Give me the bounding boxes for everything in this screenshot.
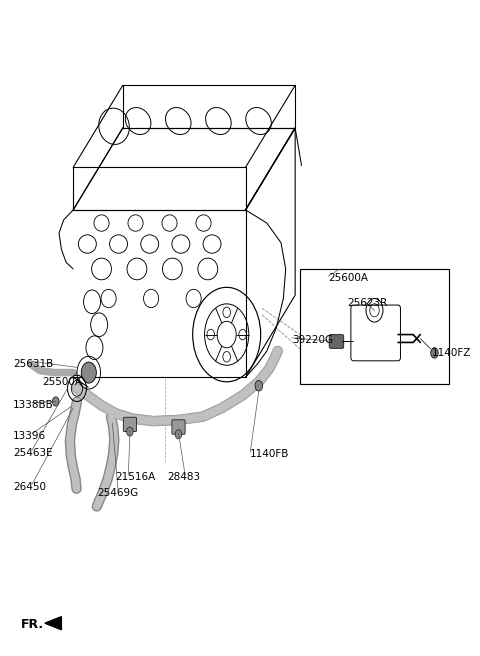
- Text: 1338BB: 1338BB: [13, 400, 54, 411]
- Text: 25500A: 25500A: [43, 377, 83, 387]
- Text: FR.: FR.: [21, 618, 44, 631]
- Text: 1140FZ: 1140FZ: [432, 348, 471, 358]
- Circle shape: [431, 348, 438, 358]
- Text: 25600A: 25600A: [328, 273, 368, 283]
- Text: 28483: 28483: [168, 472, 201, 482]
- Circle shape: [255, 380, 263, 391]
- Text: 39220G: 39220G: [292, 335, 333, 345]
- Circle shape: [127, 427, 133, 436]
- Text: 25631B: 25631B: [13, 359, 53, 369]
- Text: 25463E: 25463E: [13, 447, 53, 458]
- FancyBboxPatch shape: [172, 420, 185, 434]
- Circle shape: [52, 397, 59, 406]
- Polygon shape: [45, 617, 61, 630]
- Bar: [300, 269, 449, 384]
- FancyBboxPatch shape: [329, 335, 344, 348]
- Circle shape: [81, 362, 96, 383]
- Text: 26450: 26450: [13, 482, 46, 492]
- Circle shape: [175, 430, 182, 439]
- Text: 13396: 13396: [13, 430, 47, 441]
- Text: 25469G: 25469G: [97, 488, 138, 499]
- Text: 21516A: 21516A: [116, 472, 156, 482]
- Text: 25623R: 25623R: [347, 298, 387, 308]
- FancyBboxPatch shape: [123, 417, 136, 432]
- Text: 1140FB: 1140FB: [250, 449, 289, 459]
